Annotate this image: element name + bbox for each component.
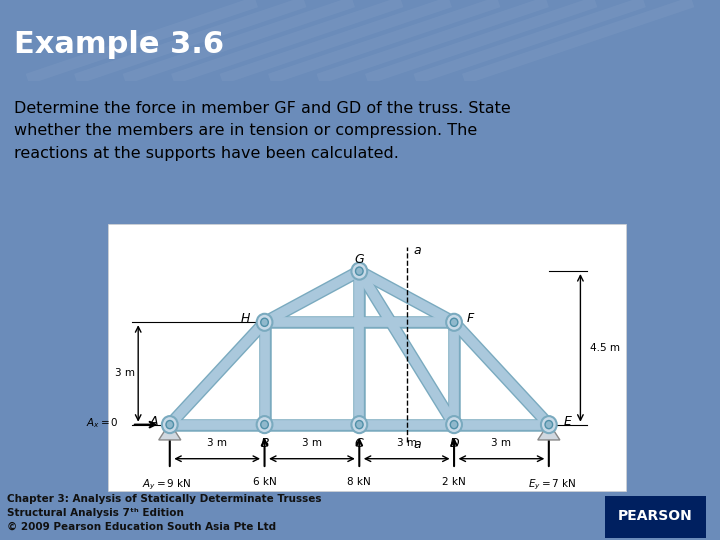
FancyBboxPatch shape xyxy=(605,496,706,538)
Text: © 2009 Pearson Education South Asia Pte Ltd: © 2009 Pearson Education South Asia Pte … xyxy=(7,521,276,531)
Text: H: H xyxy=(241,312,251,326)
Text: $E_y = 7$ kN: $E_y = 7$ kN xyxy=(528,477,576,492)
Text: 2 kN: 2 kN xyxy=(442,477,466,488)
Text: D: D xyxy=(449,437,459,450)
Text: $A_x = 0$: $A_x = 0$ xyxy=(86,416,120,430)
Circle shape xyxy=(166,421,174,429)
Text: 3 m: 3 m xyxy=(397,438,417,449)
Circle shape xyxy=(446,416,462,433)
Circle shape xyxy=(545,421,553,429)
Text: $a$: $a$ xyxy=(413,244,422,257)
Text: A: A xyxy=(150,415,158,428)
Text: C: C xyxy=(355,437,364,450)
Circle shape xyxy=(261,318,269,326)
Text: $A_y = 9$ kN: $A_y = 9$ kN xyxy=(142,477,192,492)
Circle shape xyxy=(541,416,557,433)
Circle shape xyxy=(446,314,462,331)
Text: 3 m: 3 m xyxy=(492,438,511,449)
Text: 3 m: 3 m xyxy=(207,438,228,449)
Circle shape xyxy=(351,262,367,280)
Text: 6 kN: 6 kN xyxy=(253,477,276,488)
Circle shape xyxy=(450,421,458,429)
Text: 4.5 m: 4.5 m xyxy=(590,343,620,353)
FancyBboxPatch shape xyxy=(108,225,626,491)
Text: E: E xyxy=(564,415,572,428)
Text: G: G xyxy=(354,253,364,266)
Text: Determine the force in member GF and GD of the truss. State
whether the members : Determine the force in member GF and GD … xyxy=(14,102,511,160)
Circle shape xyxy=(356,421,363,429)
Circle shape xyxy=(356,267,363,275)
Circle shape xyxy=(256,314,272,331)
Text: 8 kN: 8 kN xyxy=(348,477,372,488)
Circle shape xyxy=(351,416,367,433)
Circle shape xyxy=(256,416,272,433)
Polygon shape xyxy=(538,423,560,440)
Text: 3 m: 3 m xyxy=(115,368,135,379)
Text: B: B xyxy=(260,437,269,450)
Circle shape xyxy=(162,416,178,433)
Circle shape xyxy=(261,421,269,429)
Text: 3 m: 3 m xyxy=(302,438,322,449)
Text: Structural Analysis 7ᵗʰ Edition: Structural Analysis 7ᵗʰ Edition xyxy=(7,508,184,518)
Text: Example 3.6: Example 3.6 xyxy=(14,30,225,59)
Text: Chapter 3: Analysis of Statically Determinate Trusses: Chapter 3: Analysis of Statically Determ… xyxy=(7,494,322,504)
Text: $a$: $a$ xyxy=(413,438,422,451)
Text: PEARSON: PEARSON xyxy=(618,509,693,523)
Circle shape xyxy=(450,318,458,326)
Polygon shape xyxy=(158,423,181,440)
Text: F: F xyxy=(467,312,474,326)
